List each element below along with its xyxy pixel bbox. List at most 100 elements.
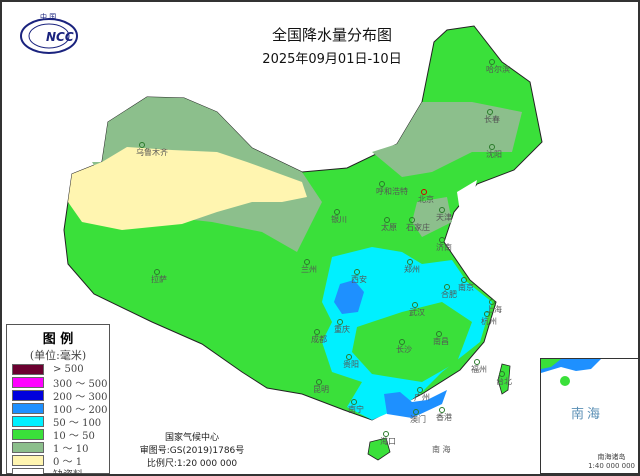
legend-swatch — [12, 364, 44, 375]
region-100-200-sichuan — [334, 280, 364, 314]
city-marker — [444, 284, 450, 290]
city-marker — [384, 217, 390, 223]
city-marker — [334, 209, 340, 215]
city-marker — [499, 371, 505, 377]
inset-scale: 1:40 000 000 — [588, 462, 635, 470]
city-marker — [439, 237, 445, 243]
city-label: 海口 — [380, 436, 396, 446]
legend-label: 200 ～ 300 — [53, 392, 108, 403]
legend-swatch — [12, 403, 44, 414]
legend-label: 缺资料 — [53, 470, 83, 476]
city-marker — [354, 269, 360, 275]
city-label: 沈阳 — [486, 149, 502, 159]
map-title: 全国降水量分布图 — [271, 26, 392, 44]
legend-label: 0 ～ 1 — [53, 457, 83, 468]
city-label: 太原 — [381, 222, 397, 232]
city-marker — [407, 259, 413, 265]
city-label: 石家庄 — [406, 222, 430, 232]
city-marker — [461, 277, 467, 283]
legend: 图 例 (单位:毫米) > 500 300 ～ 500 200 ～ 300 100 ～… — [6, 324, 110, 474]
city-label: 北京 — [418, 194, 434, 204]
legend-swatch — [12, 442, 44, 453]
city-label: 台北 — [496, 376, 512, 386]
city-marker — [399, 339, 405, 345]
city-label: 贵阳 — [343, 359, 359, 369]
city-label: 银川 — [331, 214, 347, 224]
city-label: 呼和浩特 — [376, 186, 408, 196]
city-label: 上海 — [486, 304, 502, 314]
city-label: 武汉 — [409, 307, 425, 317]
legend-label: 10 ～ 50 — [53, 431, 95, 442]
legend-swatch — [12, 468, 44, 474]
south-china-sea-inset: 南海 南海诸岛 1:40 000 000 — [540, 358, 638, 474]
city-marker — [412, 302, 418, 308]
legend-label: > 500 — [53, 364, 84, 375]
legend-swatch — [12, 377, 44, 388]
hainan — [367, 437, 391, 461]
city-label: 重庆 — [334, 324, 350, 334]
legend-item: 50 ～ 100 — [12, 415, 109, 429]
legend-item: > 500 — [12, 363, 109, 376]
legend-item: 100 ～ 200 — [12, 402, 109, 416]
city-marker — [316, 379, 322, 385]
city-marker — [439, 407, 445, 413]
legend-title: 图 例 — [42, 332, 74, 347]
city-label: 南京 — [458, 282, 474, 292]
city-label: 福州 — [471, 365, 487, 374]
city-label: 合肥 — [441, 289, 457, 299]
credit-org: 国家气候中心 — [164, 433, 219, 443]
city-label: 香港 — [436, 412, 452, 422]
city-label: 乌鲁木齐 — [136, 147, 168, 157]
city-label: 哈尔滨 — [486, 64, 510, 74]
legend-unit: (单位:毫米) — [29, 349, 87, 362]
legend-label: 50 ～ 100 — [53, 418, 102, 429]
city-marker — [487, 109, 493, 115]
city-marker — [489, 144, 495, 150]
sea-label: 南 海 — [432, 444, 451, 454]
legend-label: 100 ～ 200 — [53, 405, 108, 416]
city-marker — [436, 331, 442, 337]
legend-swatch — [12, 390, 44, 401]
city-label: 拉萨 — [151, 274, 167, 284]
legend-item: 300 ～ 500 — [12, 376, 109, 390]
city-marker — [314, 329, 320, 335]
city-label: 南宁 — [348, 404, 364, 414]
city-label: 天津 — [436, 212, 452, 222]
city-label: 郑州 — [404, 264, 420, 274]
city-label: 西安 — [351, 274, 367, 284]
city-label: 杭州 — [481, 316, 497, 326]
city-label: 南昌 — [433, 336, 449, 346]
city-label: 济南 — [436, 242, 452, 252]
city-marker — [154, 269, 160, 275]
city-label: 澳门 — [410, 414, 426, 424]
city-label: 成都 — [311, 334, 327, 344]
inset-caption: 南海诸岛 — [597, 453, 626, 461]
legend-swatch — [12, 429, 44, 440]
city-label: 兰州 — [301, 264, 317, 274]
legend-swatch — [12, 416, 44, 427]
city-label: 广州 — [414, 392, 430, 402]
city-marker — [351, 399, 357, 405]
inset-sea-label: 南海 — [571, 407, 604, 422]
city-marker — [489, 299, 495, 305]
city-marker — [413, 409, 419, 415]
city-marker — [489, 59, 495, 65]
credit-scale: 比例尺:1:20 000 000 — [146, 459, 238, 469]
legend-swatch — [12, 455, 44, 466]
legend-label: 300 ～ 500 — [53, 379, 108, 390]
city-marker — [421, 189, 427, 195]
city-label: 长沙 — [396, 344, 412, 354]
legend-item: 200 ～ 300 — [12, 389, 109, 403]
region-100-200-guangdong — [384, 390, 447, 418]
legend-item: 缺资料 — [12, 467, 109, 476]
city-marker — [383, 431, 389, 437]
city-marker — [417, 387, 423, 393]
legend-item: 1 ～ 10 — [12, 441, 109, 455]
region-0-1-xinjiang — [68, 147, 307, 230]
legend-label: 1 ～ 10 — [53, 444, 89, 455]
svg-text:NCC: NCC — [46, 30, 74, 44]
city-marker — [439, 207, 445, 213]
svg-text:中 国: 中 国 — [40, 12, 56, 21]
credit-block: 国家气候中心 审图号:GS(2019)1786号 比例尺:1:20 000 00… — [132, 432, 252, 471]
city-marker — [139, 142, 145, 148]
